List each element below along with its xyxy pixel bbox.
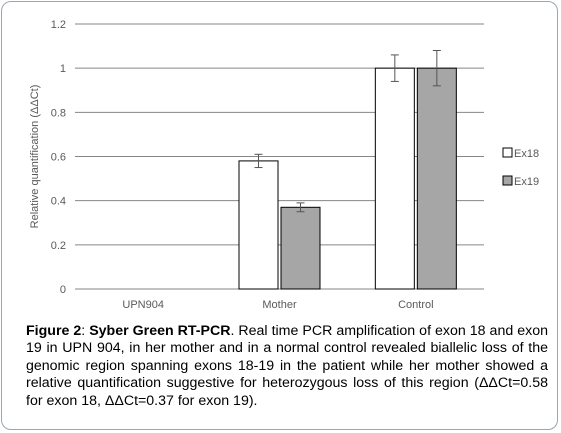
y-tick-label: 0.2 [51,240,66,252]
caption-text: . Real time PCR amplification of exon 18… [26,323,548,409]
bar-chart: 0 0.2 0.4 0.6 0.8 1 1.2 UPN904 Mother Control Re… [29,19,539,311]
legend-label-ex19: Ex19 [514,176,539,188]
legend-swatch-ex18 [502,147,513,158]
bar-ex19-control [416,67,457,290]
y-tick-label: 1.2 [51,19,66,31]
legend-label-ex18: Ex18 [514,148,539,160]
x-tick-label: Control [398,299,433,311]
bar-ex18-control [374,67,415,290]
caption-colon: : [81,323,90,339]
y-tick-label: 0.4 [51,196,66,208]
x-tick-label: Mother [262,299,297,311]
bar-ex18-mother [238,160,279,290]
figure-caption: Figure 2: Syber Green RT-PCR. Real time … [26,323,548,410]
y-tick-label: 0 [60,284,66,296]
y-tick-labels: 0 0.2 0.4 0.6 0.8 1 1.2 [51,19,66,296]
x-tick-labels: UPN904 Mother Control [122,299,433,311]
caption-label: Figure 2 [26,323,82,339]
bar-ex19-mother [280,206,321,290]
error-bars [254,50,441,213]
y-tick-label: 1 [60,63,66,75]
y-axis-label: Relative quantification (ΔΔCt) [29,85,41,229]
caption-title: Syber Green RT-PCR [89,323,231,339]
bars [238,67,457,290]
y-tick-label: 0.6 [51,152,66,164]
legend: Ex18 Ex19 [502,147,539,188]
legend-swatch-ex19 [502,175,513,186]
y-tick-label: 0.8 [51,107,66,119]
gridlines [75,23,484,246]
x-tick-label: UPN904 [122,299,164,311]
